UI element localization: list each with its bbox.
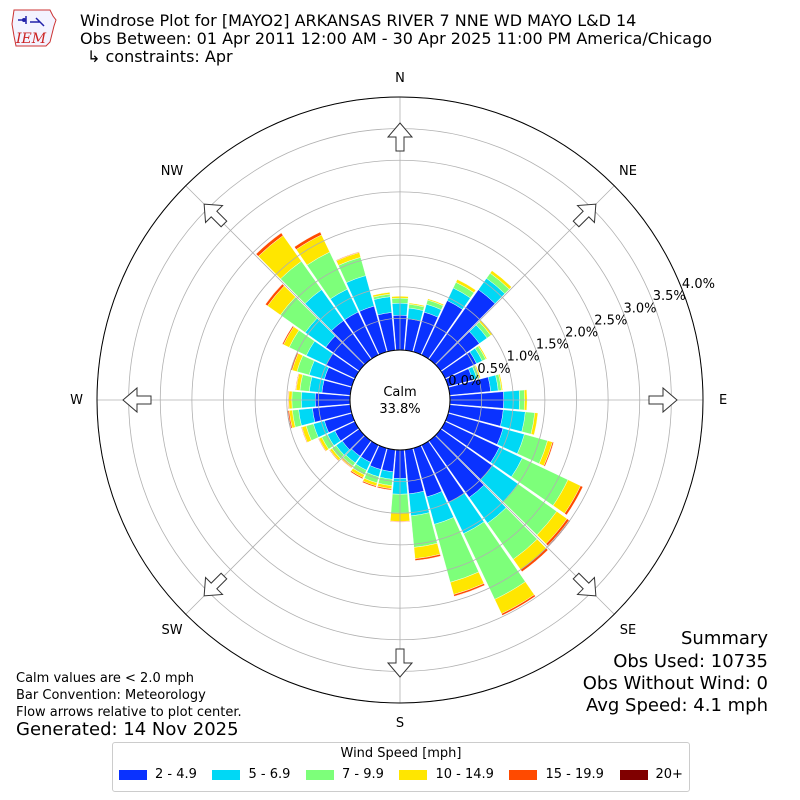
bar-190deg-bin-4	[376, 486, 392, 491]
legend-label-5: 20+	[655, 767, 683, 782]
generated-date: Generated: 14 Nov 2025	[16, 719, 239, 740]
chart-constraints: ↳ constraints: Apr	[87, 47, 233, 66]
flow-arrow-0	[386, 122, 414, 152]
outer-ring	[96, 96, 704, 704]
windrose-calm: Calm 33.8%	[349, 349, 451, 451]
windrose-direction-labels: N NE E SE S SW W NW	[70, 71, 727, 731]
bar-310deg-bin-4	[265, 283, 285, 307]
calm-value: 33.8%	[379, 402, 420, 417]
radial-tick-label-2: 1.0%	[507, 350, 540, 365]
flow-arrow-90	[648, 386, 678, 414]
bar-200deg-bin-4	[362, 480, 377, 488]
legend-item-5: 20+	[619, 767, 683, 782]
iem-logo: IEM	[11, 9, 57, 47]
bar-170deg-bin-4	[414, 554, 441, 561]
bar-70deg-bin-3	[474, 364, 481, 379]
radial-tick-label-7: 3.5%	[653, 289, 686, 304]
bar-230deg-bin-4	[329, 449, 340, 462]
chart-subtitle: Obs Between: 01 Apr 2011 12:00 AM - 30 A…	[80, 29, 713, 48]
bar-130deg-bin-5	[547, 519, 571, 547]
radial-tick-label-4: 2.0%	[565, 325, 598, 340]
calm-circle	[349, 349, 451, 451]
chart-title: Windrose Plot for [MAYO2] ARKANSAS RIVER…	[80, 11, 637, 30]
bar-30deg-bin-3	[455, 279, 477, 293]
flow-arrow-315	[203, 203, 228, 228]
radial-tick-label-1: 0.5%	[477, 362, 510, 377]
radial-tick-label-8: 4.0%	[682, 277, 715, 292]
bar-160deg-bin-4	[453, 583, 486, 597]
bar-240deg-bin-4	[318, 438, 327, 452]
legend-label-0: 2 - 4.9	[155, 767, 197, 782]
bar-60deg-bin-3	[477, 345, 488, 360]
direction-label-E: E	[719, 393, 727, 408]
calm-label: Calm	[383, 385, 416, 400]
bar-350deg-bin-1	[373, 296, 392, 316]
legend-label-2: 7 - 9.9	[341, 767, 384, 782]
legend-swatch-0	[119, 769, 147, 780]
bar-350deg-bin-3	[372, 292, 391, 298]
logo-text: IEM	[15, 31, 47, 47]
legend-swatch-3	[399, 769, 428, 780]
radial-tick-label-5: 2.5%	[594, 313, 627, 328]
bar-10deg-bin-3	[408, 302, 425, 308]
flow-arrow-180	[386, 648, 414, 678]
bar-340deg-bin-4	[335, 251, 360, 262]
legend-label-1: 5 - 6.9	[248, 767, 291, 782]
summary-obs-used: Obs Used: 10735	[613, 651, 768, 672]
legend-label-3: 10 - 14.9	[435, 767, 494, 782]
bar-110deg-bin-4	[543, 441, 554, 467]
bar-280deg-bin-1	[309, 376, 325, 393]
bar-260deg-bin-1	[298, 408, 316, 426]
bar-210deg-bin-4	[350, 470, 364, 480]
bar-100deg-bin-3	[530, 412, 539, 436]
summary-obs-without-wind: Obs Without Wind: 0	[582, 673, 768, 694]
bar-300deg-bin-4	[282, 325, 295, 345]
bar-80deg-bin-3	[498, 373, 503, 391]
flow-arrows-note: Flow arrows relative to plot center.	[16, 705, 242, 720]
bar-250deg-bin-4	[300, 426, 308, 443]
summary-avg-speed: Avg Speed: 4.1 mph	[586, 695, 768, 716]
direction-label-SW: SW	[161, 623, 182, 638]
direction-label-W: W	[70, 393, 83, 408]
legend-swatch-2	[305, 769, 334, 780]
bar-120deg-bin-4	[564, 485, 584, 516]
legend-swatch-4	[509, 769, 538, 780]
radial-tick-label-6: 3.0%	[624, 301, 657, 316]
flow-arrow-135	[572, 572, 597, 597]
windrose-radial-ticks: 0.0%0.5%1.0%1.5%2.0%2.5%3.0%3.5%4.0%	[448, 277, 715, 389]
summary-title: Summary	[681, 628, 768, 649]
flow-arrow-45	[572, 203, 597, 228]
legend-swatch-5	[619, 769, 648, 780]
legend-item-4: 15 - 19.9	[509, 767, 604, 782]
legend-item-3: 10 - 14.9	[399, 767, 494, 782]
direction-label-S: S	[396, 716, 404, 731]
legend-title: Wind Speed [mph]	[340, 746, 462, 761]
legend: Wind Speed [mph] 2 - 4.9 5 - 6.9 7 - 9.9 10…	[112, 742, 690, 792]
bar-150deg-bin-4	[501, 594, 536, 616]
bar-220deg-bin-4	[341, 458, 353, 469]
legend-label-4: 15 - 19.9	[545, 767, 604, 782]
bar-280deg-bin-4	[295, 373, 300, 391]
bar-330deg-bin-4	[294, 231, 322, 250]
legend-item-2: 7 - 9.9	[305, 767, 384, 782]
bar-320deg-bin-4	[255, 232, 284, 257]
legend-swatch-1	[212, 769, 241, 780]
windrose-grid	[96, 96, 704, 704]
direction-label-NW: NW	[161, 164, 184, 179]
legend-item-0: 2 - 4.9	[119, 767, 197, 782]
direction-label-N: N	[395, 71, 405, 86]
direction-label-SE: SE	[620, 623, 636, 638]
flow-arrow-270	[122, 386, 152, 414]
legend-items: 2 - 4.9 5 - 6.9 7 - 9.9 10 - 14.9 15 - 19.9 2…	[119, 767, 683, 782]
legend-item-1: 5 - 6.9	[212, 767, 290, 782]
bar-convention-note: Bar Convention: Meteorology	[16, 688, 206, 703]
radial-tick-label-0: 0.0%	[448, 374, 481, 389]
direction-label-NE: NE	[619, 164, 637, 179]
radial-tick-label-3: 1.5%	[536, 338, 569, 353]
flow-arrow-225	[203, 572, 228, 597]
bar-20deg-bin-3	[427, 298, 444, 306]
bar-40deg-bin-3	[489, 270, 512, 290]
calm-definition-note: Calm values are < 2.0 mph	[16, 671, 195, 686]
